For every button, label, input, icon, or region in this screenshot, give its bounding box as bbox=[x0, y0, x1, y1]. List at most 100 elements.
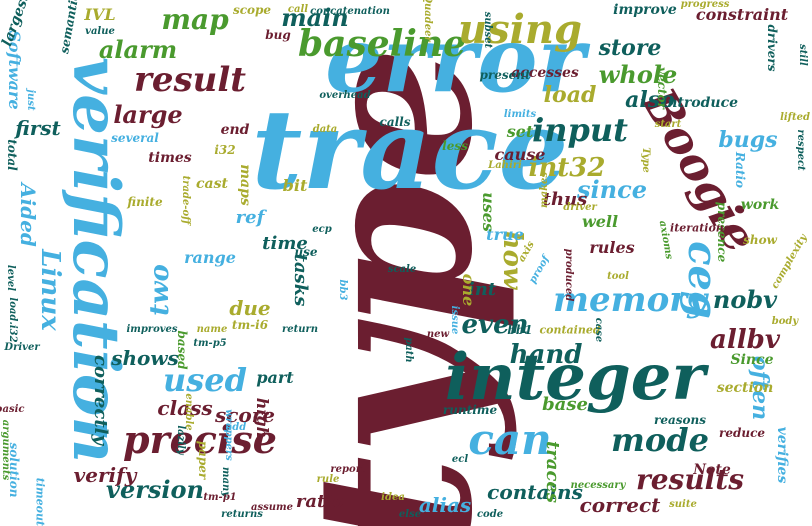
cloud-word: store bbox=[598, 35, 662, 61]
cloud-word: result bbox=[133, 60, 247, 100]
cloud-word: IVL bbox=[84, 5, 116, 24]
cloud-word: tasks bbox=[290, 253, 311, 307]
cloud-word: add bbox=[225, 422, 247, 433]
cloud-word: set bbox=[506, 122, 534, 141]
cloud-word: version bbox=[106, 475, 204, 504]
cloud-word: Quadeer bbox=[422, 0, 433, 42]
cloud-word: vector bbox=[655, 67, 669, 109]
cloud-word: lifted bbox=[780, 112, 810, 123]
cloud-word: use bbox=[294, 245, 318, 259]
cloud-word: rule bbox=[316, 474, 340, 485]
cloud-word: suite bbox=[669, 499, 697, 510]
cloud-word: memory bbox=[553, 280, 707, 320]
cloud-word: new bbox=[426, 329, 450, 340]
cloud-word: precise bbox=[123, 417, 277, 462]
cloud-word: trace bbox=[251, 85, 569, 214]
cloud-word: correct bbox=[579, 493, 661, 517]
cloud-word: based bbox=[175, 330, 189, 370]
cloud-word: alias bbox=[418, 493, 472, 517]
cloud-word: several bbox=[111, 131, 159, 145]
cloud-word: trade-off bbox=[180, 175, 191, 225]
cloud-word: report bbox=[330, 464, 366, 475]
cloud-word: class bbox=[157, 396, 213, 420]
cloud-word: semantics bbox=[57, 0, 83, 55]
cloud-word: else bbox=[398, 509, 422, 520]
cloud-word: enable bbox=[183, 393, 194, 431]
cloud-word: end bbox=[220, 122, 250, 138]
cloud-word: tm-p1 bbox=[203, 492, 237, 503]
cloud-word: load.i32 bbox=[7, 297, 18, 343]
cloud-word: Note bbox=[693, 462, 731, 478]
cloud-word: assume bbox=[251, 502, 293, 513]
cloud-word: mode bbox=[611, 421, 709, 459]
cloud-word: produced bbox=[563, 248, 574, 302]
cloud-word: respect bbox=[795, 129, 806, 171]
cloud-word: also bbox=[625, 87, 675, 113]
cloud-word: progress bbox=[680, 0, 730, 10]
cloud-word: nobv bbox=[712, 285, 778, 314]
cloud-word: start bbox=[654, 119, 682, 130]
cloud-word: case bbox=[593, 317, 604, 343]
cloud-word: returns bbox=[221, 509, 263, 520]
cloud-word: since bbox=[577, 175, 647, 204]
cloud-word: wrappers bbox=[223, 409, 234, 461]
cloud-word: bb3 bbox=[337, 279, 348, 301]
cloud-word: return bbox=[281, 324, 319, 335]
cloud-word: score bbox=[214, 403, 276, 427]
cloud-word: calls bbox=[379, 115, 411, 129]
cloud-word: total bbox=[5, 139, 19, 171]
cloud-word: name bbox=[196, 324, 228, 335]
cloud-word: necessary bbox=[570, 480, 626, 491]
cloud-word: tm-i6 bbox=[231, 318, 269, 332]
cloud-word: traces bbox=[542, 440, 563, 504]
cloud-word: tm-p5 bbox=[193, 338, 227, 349]
cloud-word: largest bbox=[0, 0, 33, 49]
cloud-word: Type bbox=[640, 147, 651, 173]
cloud-word: load bbox=[543, 82, 597, 108]
cloud-word: paper bbox=[196, 440, 210, 480]
cloud-word: work bbox=[740, 197, 780, 213]
cloud-word: limits bbox=[503, 109, 537, 120]
cloud-word: correctly bbox=[90, 355, 111, 445]
cloud-word: basic bbox=[0, 404, 25, 415]
cloud-word: using bbox=[458, 6, 582, 53]
cloud-word: accesses bbox=[511, 65, 579, 81]
cloud-word: integer bbox=[444, 340, 706, 415]
cloud-word: two bbox=[145, 264, 175, 316]
cloud-word: Aided bbox=[16, 183, 40, 247]
cloud-word: proof bbox=[527, 254, 552, 286]
cloud-word: timeouts bbox=[33, 477, 47, 526]
cloud-word: section bbox=[716, 380, 774, 396]
cloud-word: ecl bbox=[451, 454, 469, 465]
cloud-word: contained bbox=[539, 323, 601, 337]
cloud-word: overhead bbox=[319, 90, 371, 101]
cloud-word: high bbox=[253, 397, 272, 439]
cloud-word: shows bbox=[111, 346, 179, 370]
cloud-word: ref bbox=[235, 207, 265, 228]
cloud-word: still bbox=[797, 44, 808, 66]
cloud-word: thus bbox=[542, 189, 588, 210]
cloud-word: present bbox=[479, 68, 531, 82]
cloud-word: show bbox=[743, 233, 777, 247]
cloud-word: alarm bbox=[98, 35, 178, 64]
cloud-word: Linux bbox=[35, 249, 65, 331]
cloud-word: idea bbox=[381, 492, 405, 503]
cloud-word: error bbox=[325, 7, 585, 113]
cloud-word: reduce bbox=[718, 426, 766, 440]
cloud-word: int bbox=[467, 279, 497, 300]
cloud-word: bit bbox=[282, 176, 308, 195]
cloud-word: finite bbox=[127, 195, 163, 209]
cloud-word: constraint bbox=[695, 5, 789, 24]
cloud-word: bugs bbox=[718, 127, 778, 153]
cloud-word: results bbox=[635, 463, 745, 496]
cloud-word: time bbox=[262, 233, 308, 254]
cloud-word: hand bbox=[509, 340, 583, 370]
cloud-word: map bbox=[161, 3, 229, 36]
cloud-word: even bbox=[461, 310, 529, 340]
cloud-word: cause bbox=[494, 145, 546, 164]
cloud-word: path bbox=[403, 337, 414, 363]
cloud-word: ratio bbox=[295, 491, 345, 512]
cloud-word: part bbox=[256, 368, 294, 387]
cloud-word: iterations bbox=[670, 221, 730, 235]
